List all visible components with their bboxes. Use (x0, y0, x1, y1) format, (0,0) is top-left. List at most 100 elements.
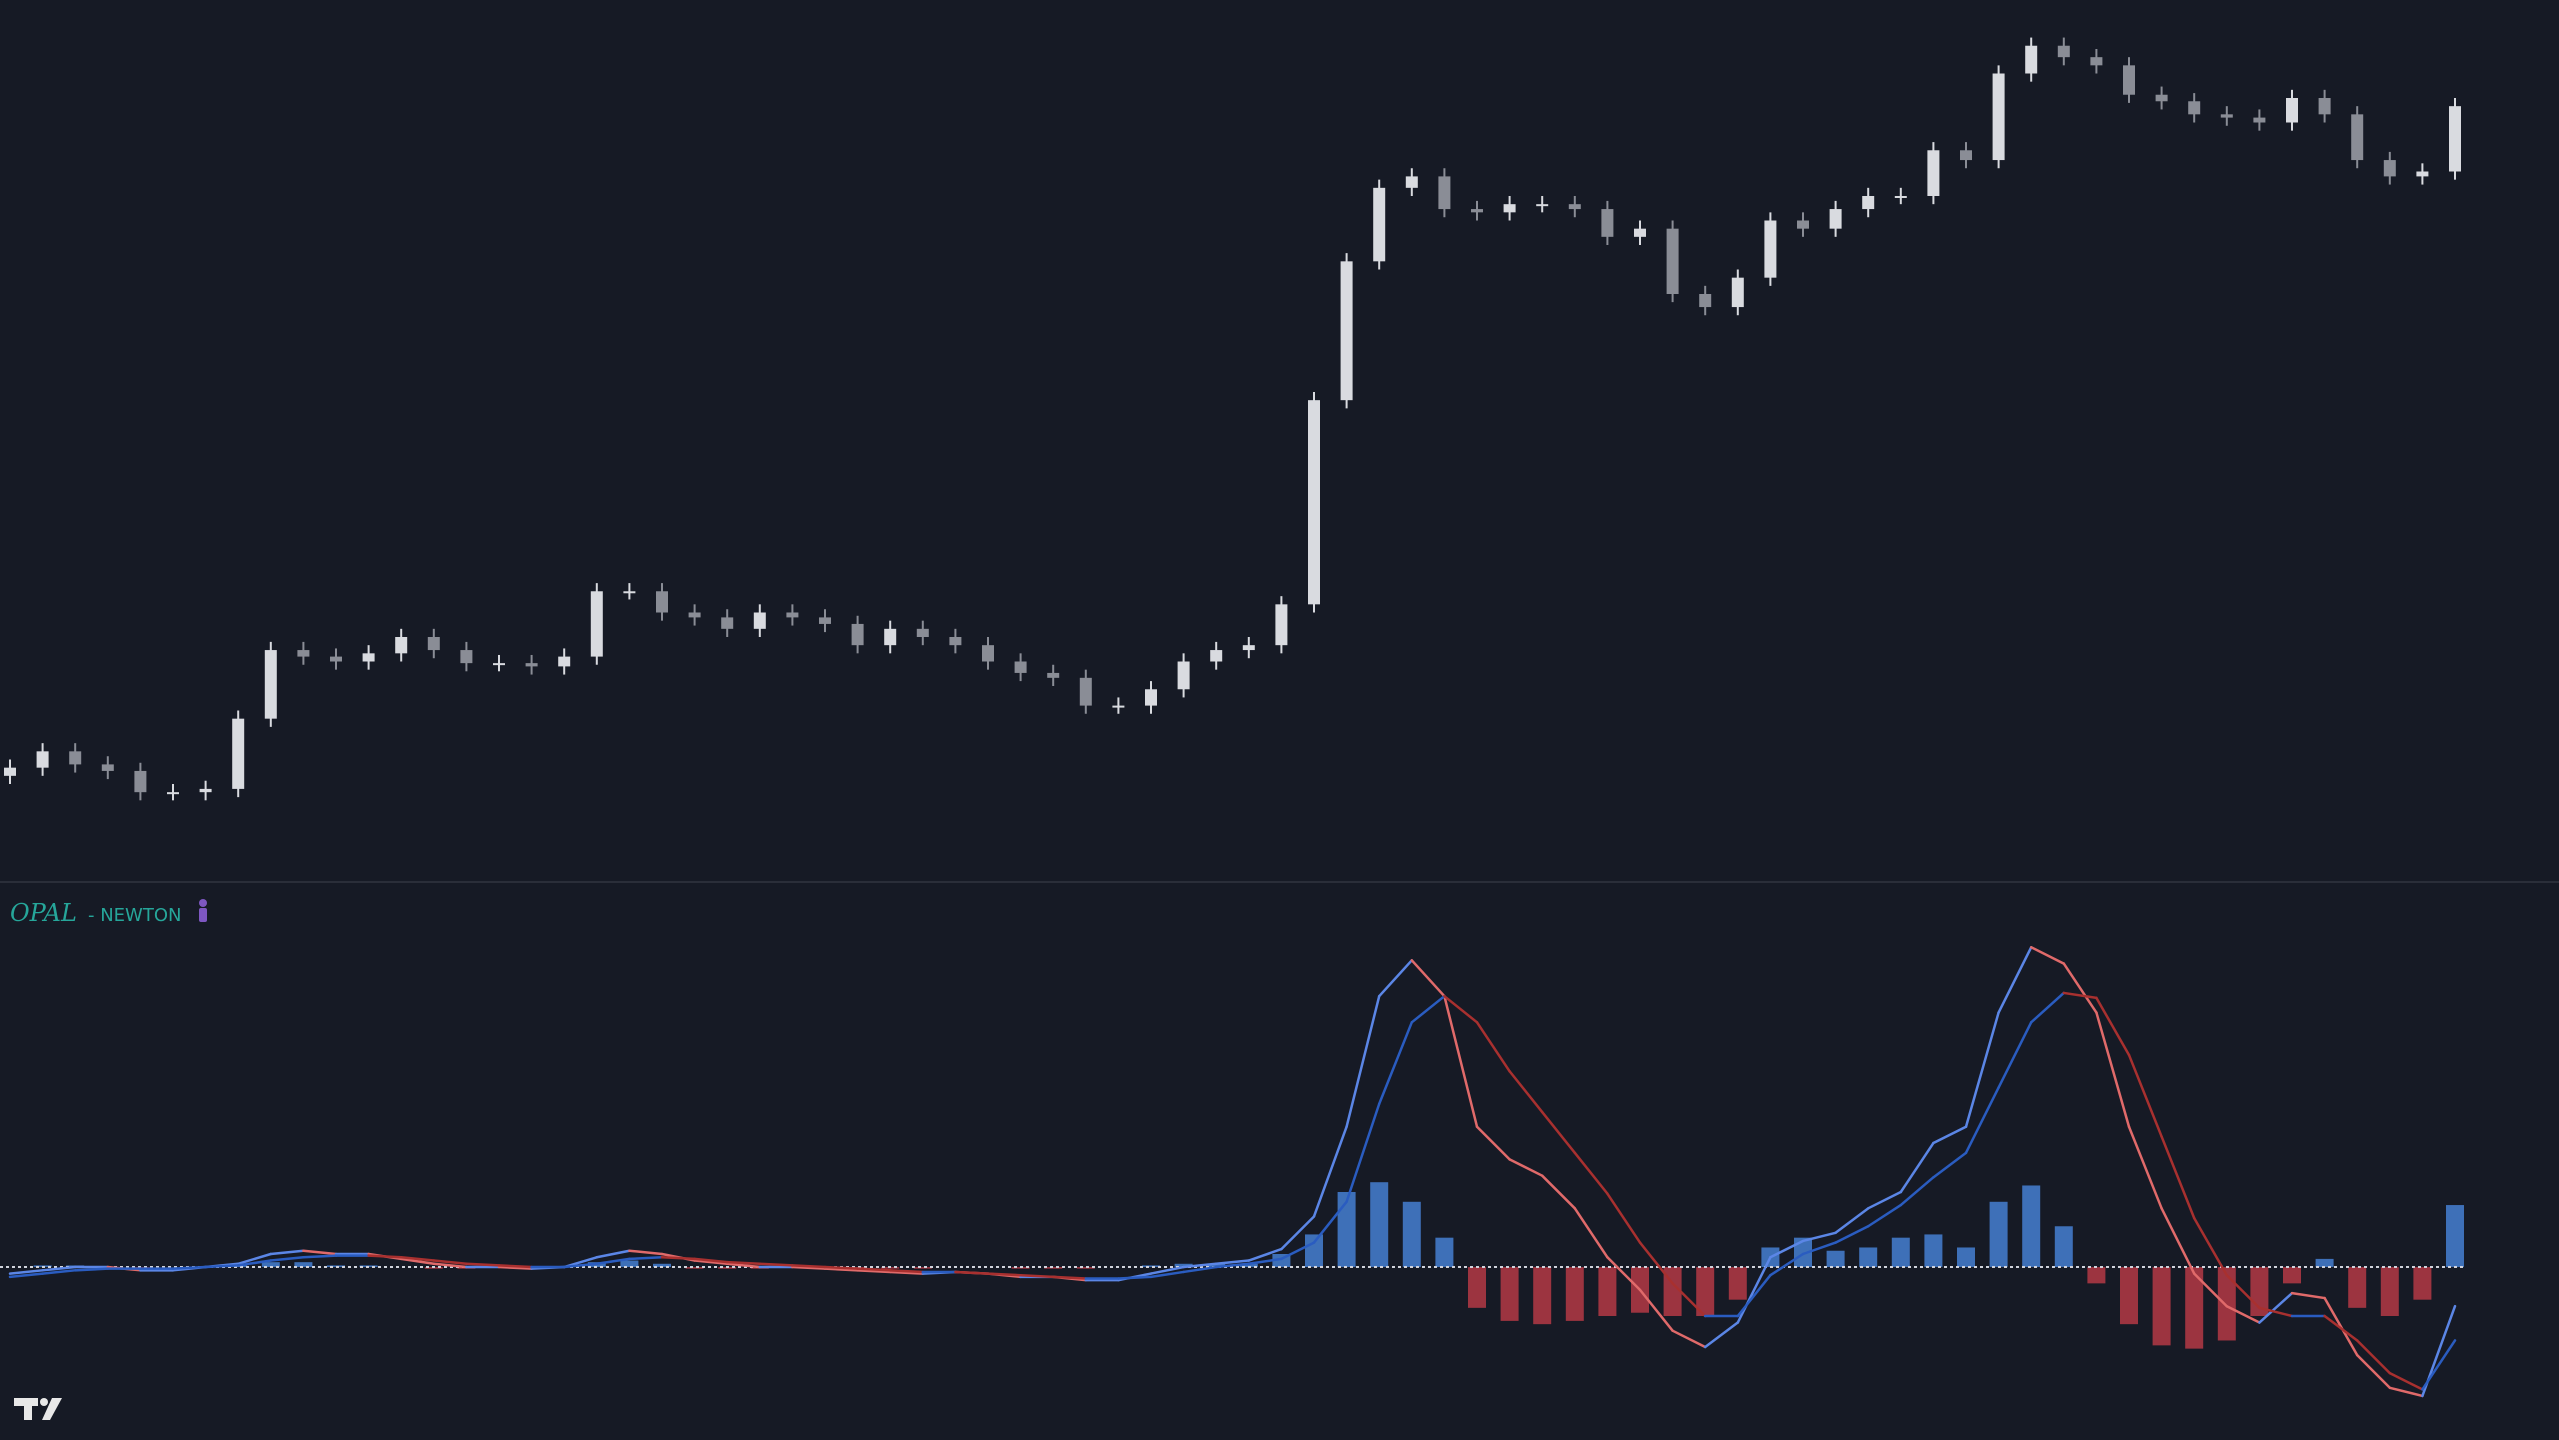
line-segment (2225, 1304, 2261, 1324)
line-segment (302, 1254, 338, 1259)
line-segment (8, 1272, 44, 1279)
line-segment (1182, 1262, 1218, 1269)
line-segment (204, 1264, 240, 1269)
line-segment (1410, 959, 1446, 998)
line-segment (1932, 1125, 1968, 1145)
candle-body (1079, 677, 1092, 706)
candle-body (2286, 98, 2298, 123)
line-segment (856, 1269, 892, 1274)
line-segment (1997, 1021, 2033, 1089)
line-segment (2323, 1314, 2359, 1342)
candle-body (1047, 672, 1060, 678)
candle-body (1862, 196, 1875, 210)
histogram-bar (1859, 1247, 1878, 1268)
candle-body (232, 718, 245, 789)
line-segment (1280, 1215, 1316, 1251)
line-segment (1964, 1086, 2000, 1155)
histogram-bar (685, 1267, 704, 1269)
line-segment (2421, 1339, 2457, 1391)
histogram-bar (653, 1263, 671, 1268)
candle-body (786, 612, 799, 618)
line-segment (2225, 1273, 2261, 1310)
line-segment (2388, 1371, 2424, 1391)
candle-body (493, 663, 505, 666)
line-segment (986, 1272, 1022, 1277)
line-segment (1149, 1270, 1185, 1279)
histogram-bar (1565, 1267, 1584, 1321)
candle-body (1568, 204, 1581, 210)
line-segment (2029, 991, 2066, 1024)
histogram-bar (1989, 1201, 2008, 1268)
line-segment (1410, 994, 1446, 1024)
candle-body (2383, 160, 2396, 177)
candle-body (1275, 604, 1288, 646)
line-segment (1671, 1282, 1707, 1318)
candle-body (1536, 204, 1549, 207)
histogram-bar (2185, 1267, 2204, 1349)
candle-body (4, 767, 16, 776)
line-segment (432, 1262, 468, 1269)
line-segment (41, 1265, 77, 1272)
line-segment (1736, 1256, 1772, 1324)
candle-body (427, 637, 440, 651)
candle-body (199, 788, 212, 793)
line-segment (2355, 1339, 2392, 1375)
line-segment (1475, 1125, 1511, 1161)
line-segment (2127, 1053, 2163, 1138)
candle-body (1666, 228, 1679, 294)
line-segment (2062, 991, 2098, 1000)
histogram-bar (1924, 1234, 1943, 1268)
histogram-bar (2054, 1226, 2073, 1268)
candle-body (1634, 228, 1646, 237)
line-segment (791, 1264, 827, 1269)
line-segment (954, 1270, 990, 1275)
histogram-bar (1076, 1267, 1095, 1269)
histogram-bar (1305, 1234, 1323, 1268)
line-segment (1508, 1158, 1544, 1177)
line-segment (497, 1265, 533, 1270)
line-segment (73, 1267, 110, 1272)
histogram-bar (1142, 1265, 1160, 1268)
line-segment (595, 1257, 631, 1266)
candle-body (949, 637, 962, 646)
candle-body (982, 645, 994, 662)
line-segment (1573, 1151, 1609, 1195)
candle-body (884, 628, 897, 646)
candle-body (2220, 114, 2233, 118)
histogram-bar (1891, 1237, 1910, 1268)
candle-body (1601, 209, 1614, 237)
histogram-bar (1468, 1267, 1486, 1308)
line-segment (1736, 1273, 1772, 1318)
candle-body (330, 656, 342, 662)
line-segment (1606, 1192, 1642, 1244)
line-segment (1671, 1329, 1707, 1349)
candle-body (2318, 98, 2331, 115)
line-segment (2323, 1296, 2359, 1357)
candle-body (2155, 94, 2168, 102)
candle-body (2416, 171, 2429, 177)
candle-body (916, 628, 929, 637)
candle-body (2351, 114, 2364, 161)
candle-body (36, 751, 49, 768)
line-segment (823, 1267, 859, 1272)
candle-body (1014, 661, 1027, 673)
histogram-bar (620, 1260, 639, 1268)
line-segment (2160, 1207, 2196, 1275)
histogram-bar (1337, 1192, 1356, 1268)
line-segment (2290, 1291, 2326, 1300)
candle-body (1731, 277, 1744, 308)
line-segment (1312, 1200, 1348, 1244)
line-segment (1540, 1174, 1577, 1210)
candle-body (1405, 176, 1418, 188)
line-segment (1214, 1262, 1251, 1269)
line-segment (367, 1254, 403, 1259)
indicator-title: OPAL (10, 899, 77, 927)
line-segment (432, 1259, 468, 1266)
line-segment (1345, 1102, 1381, 1204)
line-segment (1443, 994, 1479, 1024)
line-segment (562, 1262, 599, 1269)
line-segment (1377, 1021, 1414, 1106)
candle-body (590, 591, 603, 657)
line-segment (2388, 1386, 2424, 1398)
